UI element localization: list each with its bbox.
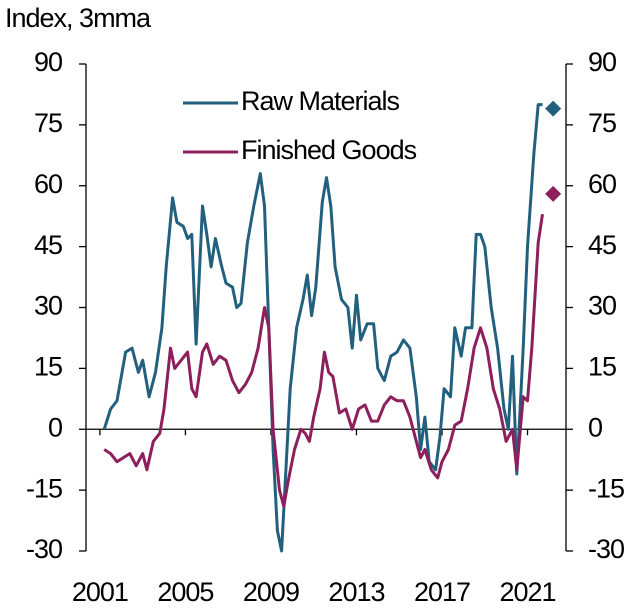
legend-label: Finished Goods — [241, 135, 417, 165]
y2-tick-label: -30 — [588, 534, 624, 564]
y2-tick-label: 15 — [588, 352, 616, 382]
x-tick-label: 2001 — [72, 577, 128, 607]
x-tick-label: 2009 — [243, 577, 299, 607]
x-tick-label: 2021 — [499, 577, 555, 607]
y-tick-label: 15 — [34, 352, 62, 382]
y2-tick-label: 0 — [588, 412, 602, 442]
y-tick-label: 30 — [34, 291, 62, 321]
y2-tick-label: 75 — [588, 108, 616, 138]
y2-tick-label: 60 — [588, 169, 616, 199]
y-tick-label: 90 — [34, 47, 62, 77]
y-tick-label: 75 — [34, 108, 62, 138]
y-axis-label: Index, 3mma — [5, 3, 152, 33]
y2-tick-label: 45 — [588, 230, 616, 260]
x-tick-label: 2017 — [414, 577, 470, 607]
y-tick-label: 0 — [48, 412, 62, 442]
y-tick-label: 60 — [34, 169, 62, 199]
series-line — [102, 103, 543, 553]
x-tick-label: 2005 — [157, 577, 213, 607]
end-marker — [545, 185, 562, 202]
y2-tick-label: 90 — [588, 47, 616, 77]
y2-tick-label: 30 — [588, 291, 616, 321]
y-tick-label: -15 — [26, 473, 62, 503]
y-tick-label: 45 — [34, 230, 62, 260]
series-line — [103, 213, 544, 508]
x-tick-label: 2013 — [328, 577, 384, 607]
legend-label: Raw Materials — [241, 86, 400, 116]
y2-tick-label: -15 — [588, 473, 624, 503]
end-marker — [545, 100, 562, 117]
y-tick-label: -30 — [26, 534, 62, 564]
